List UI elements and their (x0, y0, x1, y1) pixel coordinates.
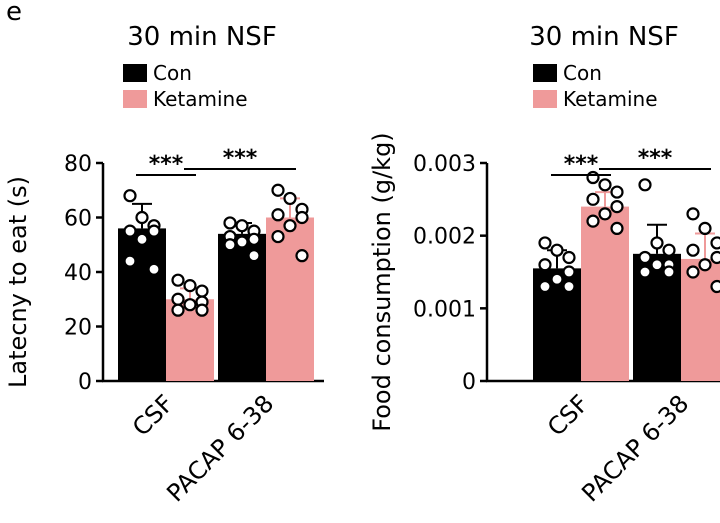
data-point (598, 207, 612, 221)
data-point (550, 272, 564, 286)
data-point (638, 250, 652, 265)
x-category-label: PACAP 6-38 (161, 389, 279, 507)
data-point (247, 232, 261, 246)
data-point (223, 216, 237, 230)
data-point (147, 224, 161, 238)
x-category-label: PACAP 6-38 (576, 389, 694, 507)
y-tick-label: 0.003 (413, 152, 476, 177)
data-point (135, 210, 149, 225)
data-point (271, 183, 285, 197)
legend-label-con: Con (153, 61, 192, 85)
data-point (538, 279, 552, 294)
data-point (686, 243, 700, 257)
significance-label-2: *** (638, 146, 673, 171)
data-point (662, 265, 676, 279)
data-point (183, 298, 197, 312)
data-point (247, 249, 261, 263)
data-point (586, 192, 600, 206)
legend-swatch-con (533, 64, 557, 82)
legend-label-ketamine: Ketamine (563, 87, 658, 111)
data-point (147, 262, 161, 276)
data-point (550, 243, 564, 257)
legend-label-con: Con (563, 61, 602, 85)
data-point (195, 284, 209, 298)
bar-con-1 (118, 228, 166, 381)
data-point (562, 250, 576, 265)
data-point (598, 178, 612, 192)
panel-letter: e (6, 0, 22, 27)
data-point (562, 279, 576, 294)
data-point (662, 243, 676, 257)
y-tick-label: 0.001 (413, 297, 476, 322)
x-category-label: CSF (127, 389, 179, 441)
bar-ketamine-2 (681, 258, 720, 381)
data-point (698, 221, 712, 235)
legend-label-ketamine: Ketamine (153, 87, 248, 111)
data-point (223, 238, 237, 252)
data-point (610, 185, 624, 199)
y-axis-label: Food consumption (g/kg) (368, 132, 396, 431)
data-point (171, 292, 185, 306)
data-point (686, 265, 700, 279)
legend-swatch-ketamine (533, 90, 557, 108)
y-tick-label: 80 (64, 152, 92, 177)
significance-label-1: *** (564, 152, 599, 177)
data-point (171, 273, 185, 287)
data-point (123, 189, 137, 203)
data-point (650, 236, 664, 250)
data-point (135, 232, 149, 246)
data-point (123, 224, 137, 238)
data-point (586, 214, 600, 228)
data-point (235, 235, 249, 249)
data-point (183, 279, 197, 293)
data-point (235, 219, 249, 233)
y-tick-label: 60 (64, 207, 92, 232)
data-point (610, 221, 624, 235)
data-point (295, 210, 309, 225)
data-point (283, 219, 297, 233)
legend-swatch-ketamine (123, 90, 147, 108)
data-point (710, 250, 720, 265)
data-point (283, 191, 297, 206)
data-point (686, 207, 700, 221)
data-point (538, 236, 552, 250)
data-point (271, 208, 285, 222)
y-tick-label: 0.002 (413, 225, 476, 250)
data-point (195, 303, 209, 317)
chart-title: 30 min NSF (127, 22, 277, 52)
significance-label-2: *** (223, 146, 258, 171)
data-point (698, 258, 712, 272)
bar-ketamine-1 (581, 206, 629, 381)
legend-swatch-con (123, 64, 147, 82)
y-tick-label: 20 (64, 316, 92, 341)
data-point (562, 265, 576, 279)
data-point (271, 229, 285, 244)
data-point (710, 236, 720, 250)
significance-label-1: *** (149, 152, 184, 177)
data-point (638, 265, 652, 279)
data-point (650, 258, 664, 272)
data-point (710, 279, 720, 294)
data-point (638, 178, 652, 192)
data-point (538, 258, 552, 272)
chart-title: 30 min NSF (529, 22, 679, 52)
data-point (610, 200, 624, 214)
data-point (171, 303, 185, 317)
x-category-label: CSF (542, 389, 594, 441)
y-tick-label: 40 (64, 261, 92, 286)
y-axis-label: Latecny to eat (s) (4, 176, 32, 388)
bar-ketamine-2 (266, 217, 314, 381)
data-point (123, 254, 137, 268)
y-tick-label: 0 (462, 370, 476, 395)
data-point (295, 249, 309, 263)
y-tick-label: 0 (78, 370, 92, 395)
